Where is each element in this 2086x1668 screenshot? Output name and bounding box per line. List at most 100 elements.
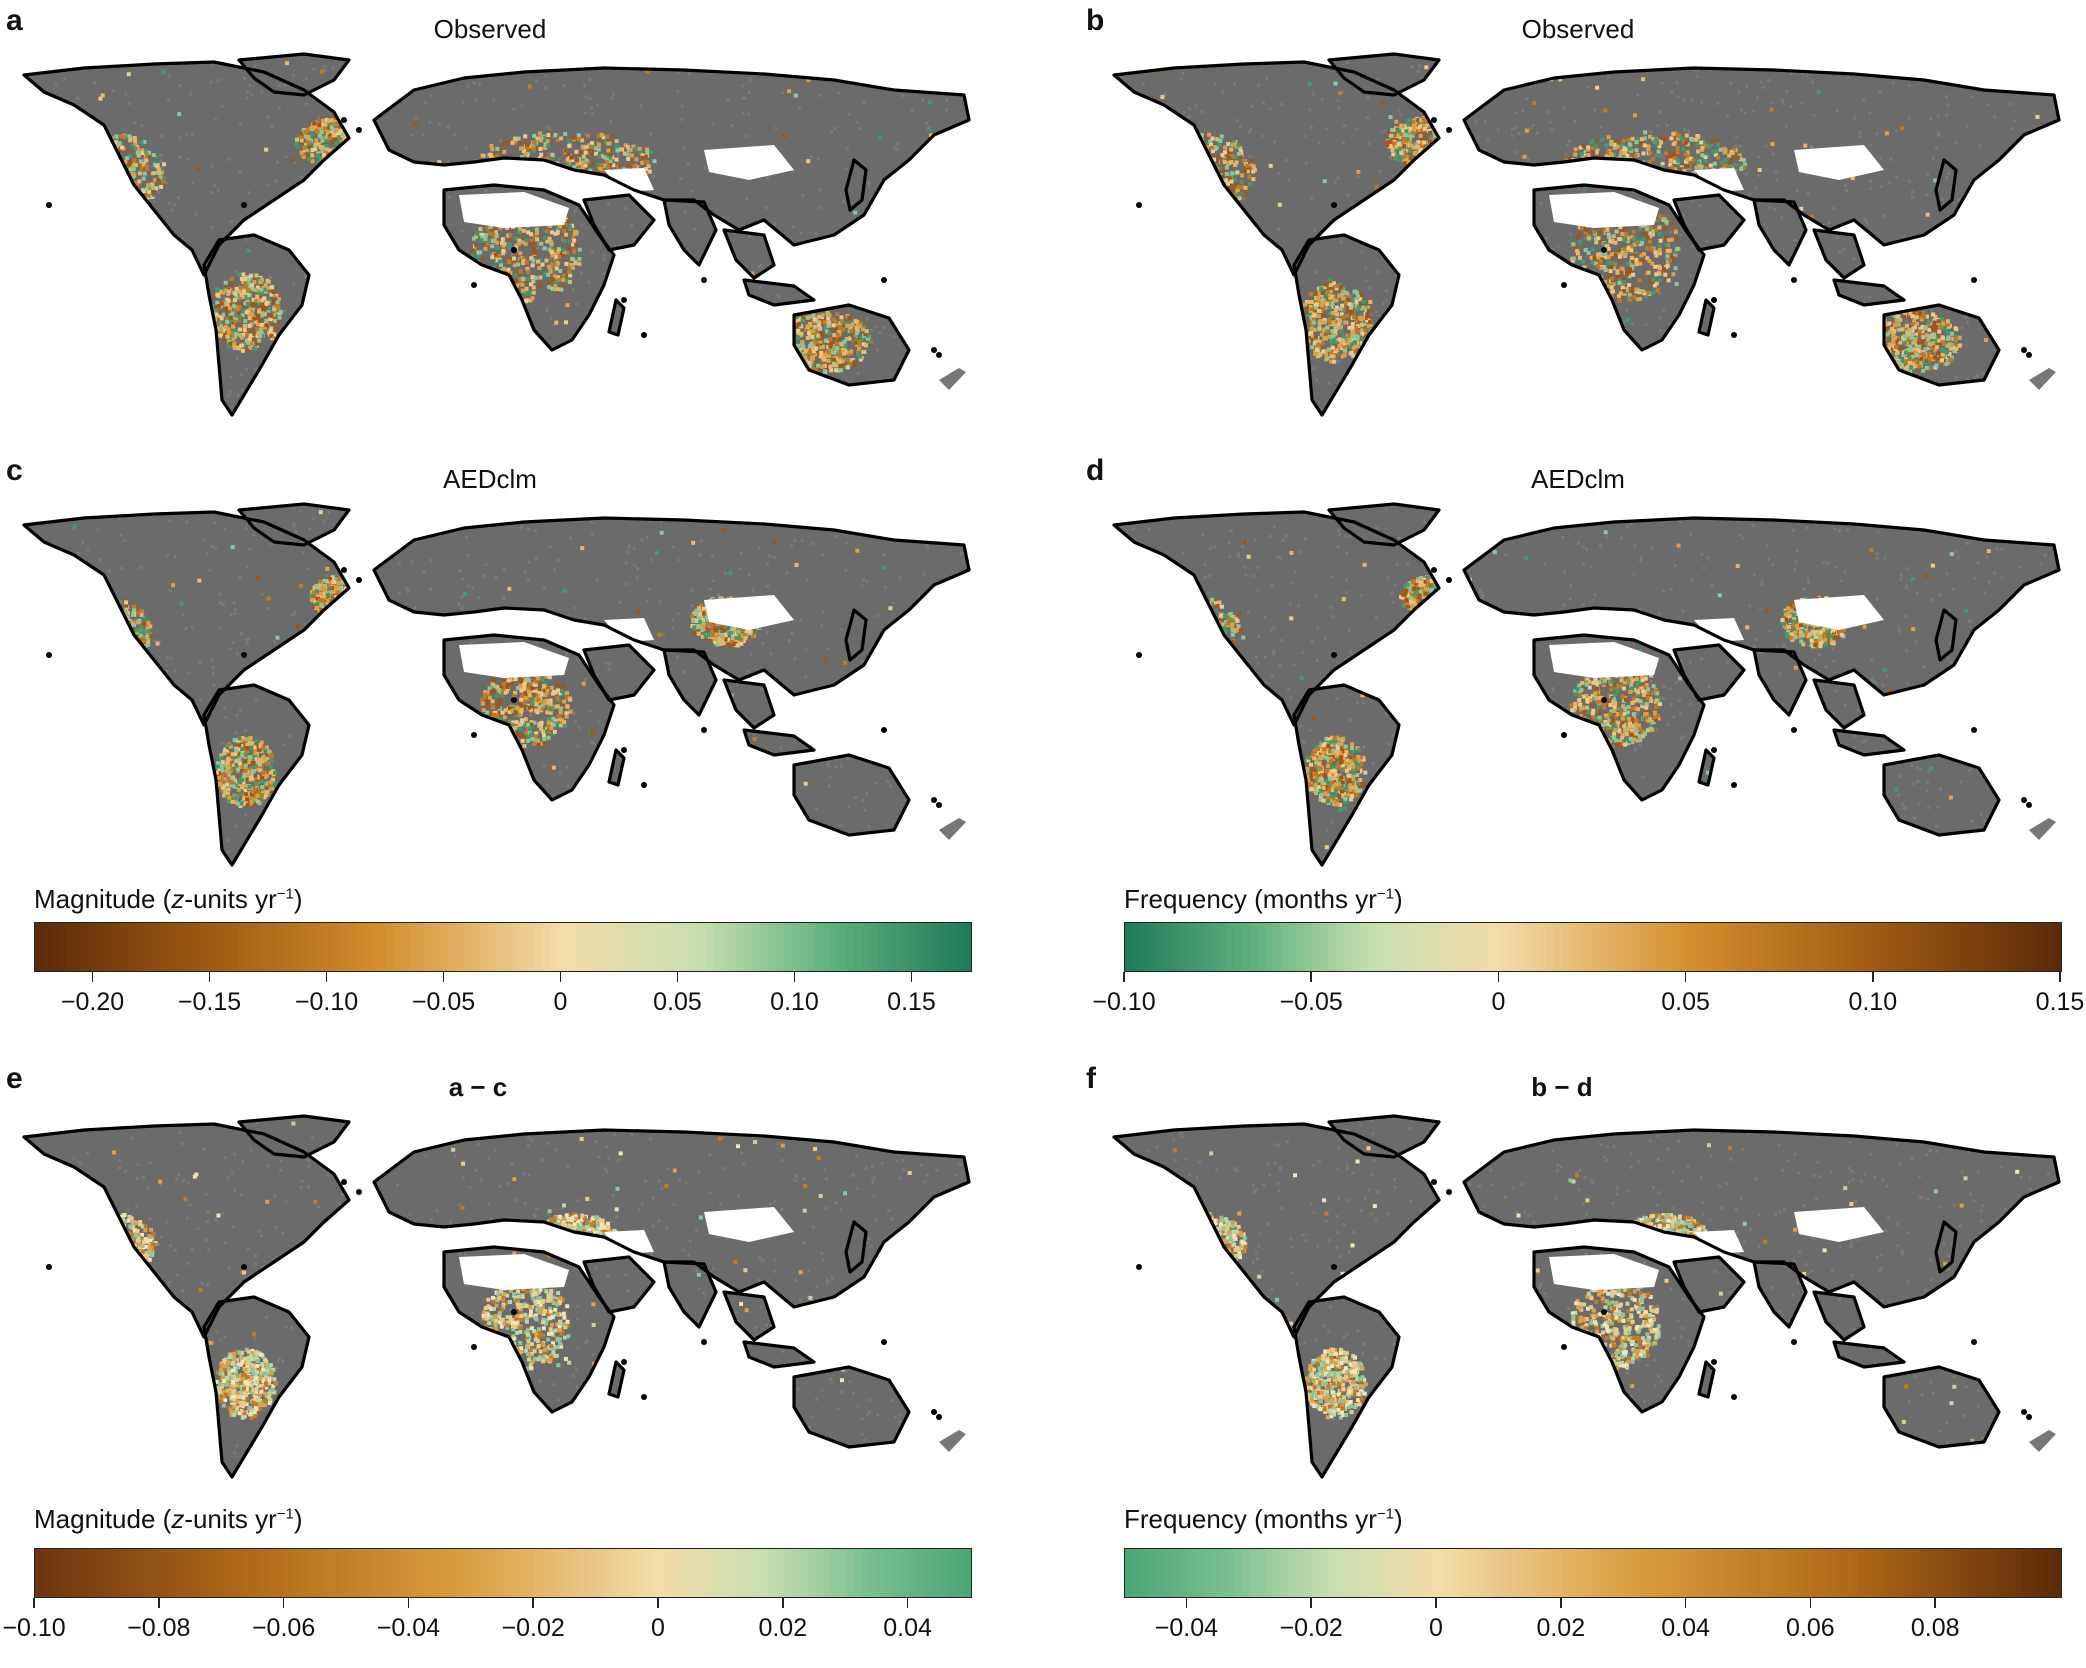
island-dot — [356, 127, 362, 133]
coastline-india — [662, 1260, 718, 1329]
island-dot — [1431, 117, 1437, 123]
coastline-japan — [844, 158, 868, 212]
coastline-japan — [1934, 158, 1958, 212]
island-dot — [621, 747, 627, 753]
island-dot — [936, 352, 942, 358]
coastline-africa — [1532, 633, 1706, 802]
colorbar-tick — [325, 972, 328, 982]
colorbar-tick-label: 0.04 — [1661, 1614, 1710, 1642]
coastline-japan — [844, 1220, 868, 1274]
coastline-europe-asia — [372, 66, 971, 247]
colorbar-tick-label: 0.10 — [1848, 988, 1898, 1016]
coastline-india — [662, 648, 718, 717]
colorbar-tick — [1123, 972, 1125, 982]
coastline-se-asia — [722, 678, 816, 757]
island-dot — [46, 1264, 52, 1270]
land-mask — [1114, 54, 2059, 415]
colorbar-tick — [1684, 1598, 1687, 1608]
island-dot — [641, 332, 647, 338]
coastline-madagascar — [1697, 1360, 1716, 1399]
land-mask — [24, 504, 969, 865]
panel-letter-f: f — [1086, 1062, 1096, 1095]
new-zealand — [2029, 818, 2056, 840]
panel-title-c: AEDclm — [443, 464, 537, 494]
colorbar-tick — [1560, 1598, 1562, 1608]
colorbar-tick-label: 0.10 — [770, 988, 819, 1016]
island-dot — [621, 1359, 627, 1365]
coastline-africa — [442, 183, 616, 352]
coastline-south-america — [1292, 1295, 1401, 1479]
land-mask — [1114, 1116, 2059, 1477]
coastline-se-asia — [722, 1290, 816, 1369]
new-zealand — [2029, 1430, 2056, 1452]
coastline-madagascar — [607, 298, 626, 337]
colorbar-tick — [782, 1598, 784, 1608]
colorbar-tick-label: −0.06 — [251, 1614, 316, 1642]
panel-title-f: b − d — [1531, 1072, 1593, 1102]
island-dot — [1731, 782, 1737, 788]
colorbar-ticks-frequency-2: −0.04 −0.02 0 0.02 0.04 0.06 0.08 — [1124, 1598, 2062, 1658]
colorbar-tick — [158, 1598, 160, 1608]
coastline-se-asia — [1812, 678, 1906, 757]
panel-letter-b: b — [1086, 4, 1105, 37]
island-dot — [641, 1394, 647, 1400]
island-dot — [1971, 1339, 1977, 1345]
colorbar-tick-label: −0.05 — [411, 988, 476, 1016]
island-dot — [881, 727, 887, 733]
island-dot — [511, 697, 517, 703]
coastline-arabia — [1672, 193, 1746, 252]
island-dot — [241, 1264, 247, 1270]
colorbar-tick — [1310, 1598, 1312, 1608]
island-dot — [1601, 1309, 1607, 1315]
coastline-africa — [1532, 183, 1706, 352]
coastline-arabia — [1672, 643, 1746, 702]
new-zealand — [939, 818, 966, 840]
land-mask — [1114, 504, 2059, 865]
colorbar-label-magnitude-1: Magnitude (z-units yr−1) — [34, 884, 303, 914]
colorbar-tick-label: 0.15 — [887, 988, 936, 1016]
map-panel-d — [1094, 500, 2074, 880]
island-dot — [341, 567, 347, 573]
colorbar-tick-label: −0.04 — [1154, 1614, 1219, 1642]
colorbar-tick-label: 0.08 — [1910, 1614, 1960, 1642]
coastline-madagascar — [1697, 298, 1716, 337]
island-dot — [2021, 1409, 2027, 1415]
colorbar-tick-label: −0.10 — [294, 988, 359, 1016]
island-dot — [1601, 697, 1607, 703]
colorbar-tick — [1185, 1598, 1188, 1608]
colorbar-tick-label: −0.08 — [127, 1614, 191, 1642]
coastline-australia — [792, 753, 911, 837]
colorbar-tick-label: 0 — [651, 1614, 665, 1642]
colorbar-tick-label: −0.02 — [501, 1614, 565, 1642]
coastline-madagascar — [1697, 748, 1716, 787]
island-dot — [471, 732, 477, 738]
panel-title-e: a − c — [448, 1072, 508, 1102]
island-dot — [1446, 127, 1452, 133]
map-panel-b — [1094, 50, 2074, 430]
island-dot — [1791, 1339, 1797, 1345]
coastline-australia — [1882, 303, 2001, 387]
colorbar-tick — [910, 972, 913, 982]
coastline-arabia — [582, 643, 656, 702]
island-dot — [936, 802, 942, 808]
colorbar-tick-label: 0.02 — [758, 1614, 808, 1642]
island-dot — [1431, 567, 1437, 573]
colorbar-tick-label: −0.02 — [1279, 1614, 1343, 1642]
map-panel-a — [4, 50, 984, 430]
island-dot — [1331, 1264, 1337, 1270]
colorbar-ticks-frequency-1: −0.10 −0.05 0 0.05 0.10 0.15 — [1092, 972, 2084, 1032]
colorbar-tick — [657, 1598, 659, 1608]
colorbar-tick — [1809, 1598, 1812, 1608]
land-mask — [24, 1116, 969, 1477]
coastline-australia — [792, 303, 911, 387]
colorbar-tick-label: 0.06 — [1786, 1614, 1835, 1642]
island-dot — [1711, 1359, 1717, 1365]
new-zealand — [2029, 368, 2056, 390]
panel-letter-a: a — [6, 4, 23, 37]
panel-title-d: AEDclm — [1531, 464, 1625, 494]
colorbar-frequency-2 — [1124, 1548, 2062, 1598]
colorbar-label-frequency-2: Frequency (months yr−1) — [1124, 1504, 1403, 1534]
coastline-europe-asia — [1462, 516, 2061, 697]
island-dot — [701, 1339, 707, 1345]
island-dot — [511, 247, 517, 253]
